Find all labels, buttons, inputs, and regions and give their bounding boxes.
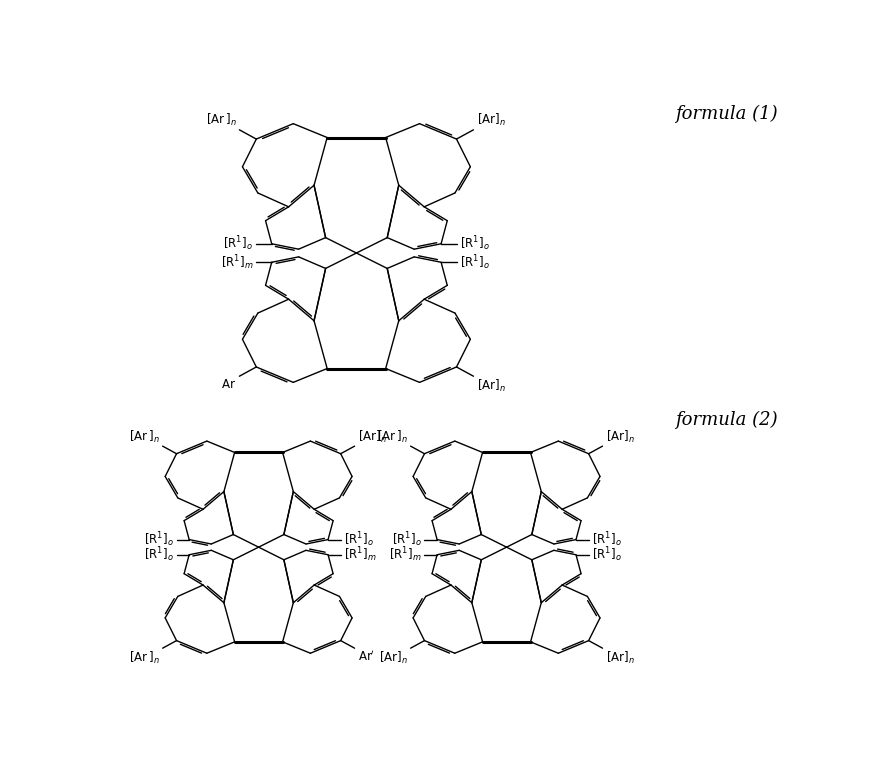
- Text: $\mathrm{Ar}$: $\mathrm{Ar}$: [221, 377, 237, 390]
- Text: $[\mathrm{R}^1]_m$: $[\mathrm{R}^1]_m$: [221, 253, 254, 272]
- Text: $[\mathrm{R}^1]_m$: $[\mathrm{R}^1]_m$: [388, 546, 421, 564]
- Text: $[\mathrm{Ar}\,]_n$: $[\mathrm{Ar}\,]_n$: [129, 428, 160, 444]
- Text: $[\mathrm{Ar}]_n$: $[\mathrm{Ar}]_n$: [358, 428, 387, 444]
- Text: $[\mathrm{R}^1]_o$: $[\mathrm{R}^1]_o$: [144, 530, 173, 549]
- Text: $[\mathrm{R}^1]_o$: $[\mathrm{R}^1]_o$: [144, 546, 173, 564]
- Text: $[\mathrm{R}^1]_o$: $[\mathrm{R}^1]_o$: [592, 546, 622, 564]
- Text: $[\mathrm{Ar}]_n$: $[\mathrm{Ar}]_n$: [379, 650, 407, 666]
- Text: $[\mathrm{R}^1]_o$: $[\mathrm{R}^1]_o$: [460, 253, 489, 272]
- Text: $[\mathrm{R}^1]_o$: $[\mathrm{R}^1]_o$: [344, 530, 373, 549]
- Text: $[\mathrm{Ar}]_n$: $[\mathrm{Ar}]_n$: [605, 428, 634, 444]
- Text: $[\mathrm{Ar}\,]_n$: $[\mathrm{Ar}\,]_n$: [205, 112, 237, 129]
- Text: $[\mathrm{Ar}]_n$: $[\mathrm{Ar}]_n$: [477, 112, 505, 129]
- Text: formula (2): formula (2): [675, 411, 778, 429]
- Text: $[\mathrm{Ar}\,]_n$: $[\mathrm{Ar}\,]_n$: [129, 650, 160, 666]
- Text: $[\mathrm{Ar}]_n$: $[\mathrm{Ar}]_n$: [477, 377, 505, 394]
- Text: $[\mathrm{R}^1]_m$: $[\mathrm{R}^1]_m$: [344, 546, 377, 564]
- Text: $[\mathrm{R}^1]_o$: $[\mathrm{R}^1]_o$: [223, 234, 254, 253]
- Text: $[\mathrm{Ar}]_n$: $[\mathrm{Ar}]_n$: [605, 650, 634, 666]
- Text: $[\mathrm{R}^1]_o$: $[\mathrm{R}^1]_o$: [592, 530, 622, 549]
- Text: formula (1): formula (1): [675, 105, 778, 123]
- Text: $[\mathrm{R}^1]_o$: $[\mathrm{R}^1]_o$: [391, 530, 421, 549]
- Text: $[\mathrm{R}^1]_o$: $[\mathrm{R}^1]_o$: [460, 234, 489, 253]
- Text: $\mathrm{Ar}^{\prime}$: $\mathrm{Ar}^{\prime}$: [358, 650, 375, 664]
- Text: $[\mathrm{Ar}\,]_n$: $[\mathrm{Ar}\,]_n$: [377, 428, 407, 444]
